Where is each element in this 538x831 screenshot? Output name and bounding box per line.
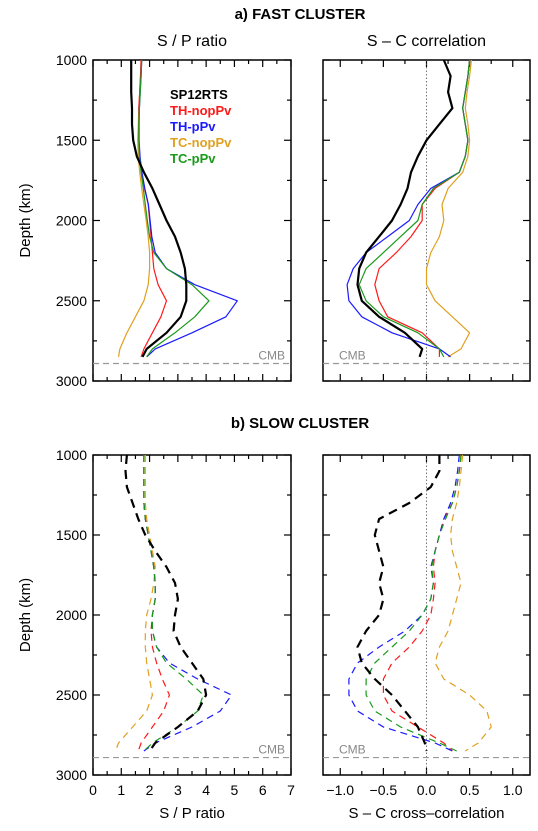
cmb-label: CMB <box>339 743 366 757</box>
plot-frame <box>322 454 531 776</box>
series-line-tc-noppv <box>425 59 472 358</box>
series-line-th-ppv <box>143 455 233 752</box>
x-tick-label: −0.5 <box>370 782 398 798</box>
series-line-th-noppv <box>374 59 471 357</box>
series-line-tc-noppv <box>117 59 151 358</box>
y-tick-label: 2000 <box>56 213 87 229</box>
legend-entry: TH-pPv <box>170 119 216 134</box>
panels-group: S / P ratio 1000 1500 2000 2500 3000 Depth (km… <box>17 33 531 822</box>
x-tick-label: 0 <box>89 782 97 798</box>
title-slow-cluster: b) SLOW CLUSTER <box>231 415 369 432</box>
panel-title: S – C correlation <box>367 33 486 50</box>
panel-a-left: S / P ratio 1000 1500 2000 2500 3000 Depth (km… <box>17 33 292 389</box>
x-tick-label: 1.0 <box>503 782 523 798</box>
series-line-tc-ppv <box>358 59 471 358</box>
y-axis-label: Depth (km) <box>17 578 34 652</box>
x-tick-label: 2 <box>146 782 154 798</box>
cmb-label: CMB <box>258 349 285 363</box>
series-line-tc-noppv <box>115 455 156 752</box>
series-line-sp12rts <box>356 59 454 358</box>
y-tick-label: 2000 <box>56 607 87 623</box>
panel-title: S / P ratio <box>157 33 227 50</box>
x-axis-label: S / P ratio <box>159 805 225 822</box>
legend-entry: SP12RTS <box>170 87 228 102</box>
x-axis-label: S – C cross–correlation <box>349 805 505 822</box>
y-tick-label: 1000 <box>56 52 87 68</box>
y-tick-label: 3000 <box>56 767 87 783</box>
x-tick-label: 7 <box>287 782 295 798</box>
x-tick-label: 6 <box>259 782 267 798</box>
y-tick-label: 3000 <box>56 373 87 389</box>
legend-entry: TH-nopPv <box>170 103 232 118</box>
series-line-tc-ppv <box>365 454 462 752</box>
series-line-tc-ppv <box>143 455 204 752</box>
y-tick-label: 2500 <box>56 293 87 309</box>
y-tick-label: 1000 <box>56 447 87 463</box>
y-axis-label: Depth (km) <box>17 183 34 257</box>
panel-b-right: −1.0 −0.5 0.0 0.5 1.0 S – C cross–correlation… <box>322 454 531 822</box>
panel-a-right: S – C correlation CMB <box>322 33 531 382</box>
x-tick-label: 0.5 <box>460 782 480 798</box>
legend-entry: TC-pPv <box>170 151 216 166</box>
series-line-sp12rts <box>356 455 441 752</box>
series-line-sp12rts <box>130 60 188 358</box>
series-line-th-noppv <box>382 454 462 752</box>
x-tick-label: 0.0 <box>417 782 437 798</box>
y-tick-label: 1500 <box>56 527 87 543</box>
cmb-label: CMB <box>258 743 285 757</box>
series-line-sp12rts <box>124 454 208 752</box>
legend-entry: TC-nopPv <box>170 135 232 150</box>
x-tick-label: 1 <box>117 782 125 798</box>
plot-frame <box>322 59 531 382</box>
series-line-th-noppv <box>137 455 170 752</box>
series-line-tc-ppv <box>138 59 210 358</box>
x-tick-label: 4 <box>202 782 210 798</box>
cmb-label: CMB <box>339 349 366 363</box>
x-tick-label: −1.0 <box>326 782 354 798</box>
series-line-tc-noppv <box>434 454 492 752</box>
y-tick-label: 1500 <box>56 132 87 148</box>
y-tick-label: 2500 <box>56 687 87 703</box>
x-tick-label: 3 <box>174 782 182 798</box>
x-tick-label: 5 <box>231 782 239 798</box>
series-line-th-ppv <box>348 454 460 752</box>
title-fast-cluster: a) FAST CLUSTER <box>235 6 366 23</box>
panel-b-left: 1000 1500 2000 2500 3000 Depth (km) 0 1 2 3 4 5 6 7 S … <box>17 447 295 822</box>
